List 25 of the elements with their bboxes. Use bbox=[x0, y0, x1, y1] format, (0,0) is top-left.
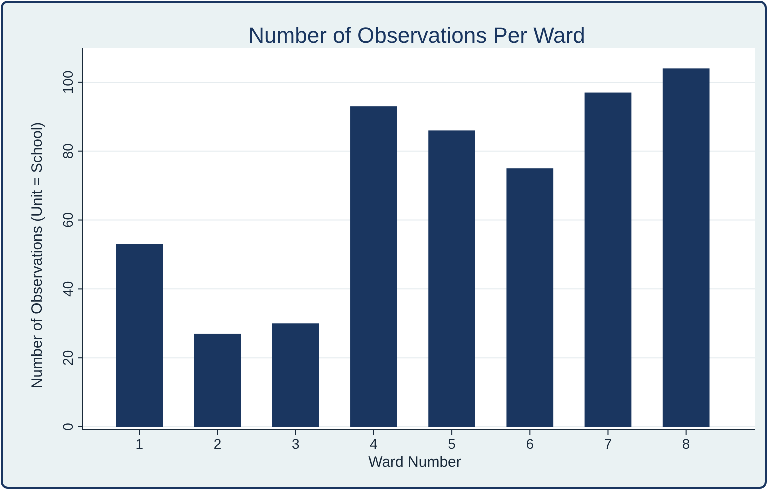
y-tick-label: 80 bbox=[60, 143, 76, 160]
bar bbox=[350, 106, 398, 427]
y-tick-label: 60 bbox=[60, 212, 76, 228]
y-tick-label: 40 bbox=[60, 281, 76, 297]
y-tick-label: 0 bbox=[60, 422, 76, 431]
x-axis-title: Ward Number bbox=[368, 454, 462, 471]
bar bbox=[272, 324, 320, 427]
x-tick-label: 7 bbox=[604, 436, 612, 452]
bar bbox=[428, 130, 476, 427]
x-tick-label: 5 bbox=[448, 436, 456, 452]
bar bbox=[662, 68, 710, 427]
y-axis-title: Number of Observations (Unit = School) bbox=[29, 122, 46, 389]
x-tick-label: 6 bbox=[526, 436, 534, 452]
bar bbox=[506, 168, 554, 427]
x-tick-label: 4 bbox=[370, 436, 378, 452]
chart-title: Number of Observations Per Ward bbox=[248, 23, 586, 48]
bar bbox=[584, 92, 632, 427]
bar bbox=[116, 244, 164, 427]
bar bbox=[194, 334, 242, 427]
x-tick-label: 8 bbox=[682, 436, 690, 452]
y-tick-label: 20 bbox=[60, 350, 76, 366]
x-tick-label: 2 bbox=[214, 436, 222, 452]
y-tick-label: 100 bbox=[60, 70, 76, 94]
x-tick-label: 1 bbox=[136, 436, 144, 452]
x-tick-label: 3 bbox=[292, 436, 300, 452]
